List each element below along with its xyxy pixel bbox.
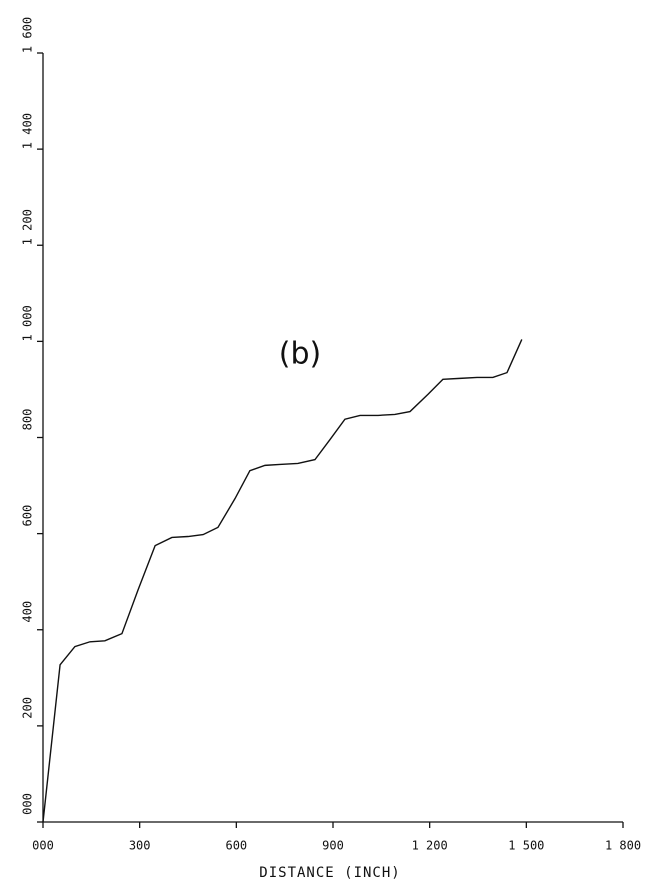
- y-tick-label: 000: [21, 793, 35, 815]
- annotation: (b): [279, 337, 321, 372]
- y-tick-label: 200: [21, 697, 35, 719]
- data-line: [42, 339, 523, 823]
- y-tick-label: 1 600: [21, 17, 35, 53]
- y-tick-label: 1 400: [21, 113, 35, 149]
- y-tick-label: 1 000: [21, 305, 35, 341]
- x-tick-label: 000: [32, 839, 54, 853]
- y-tick-label: 1 200: [21, 209, 35, 245]
- y-tick-label: 400: [21, 601, 35, 623]
- y-tick-label: 800: [21, 409, 35, 431]
- x-tick-label: 600: [225, 839, 247, 853]
- x-tick-label: 1 800: [605, 839, 641, 853]
- x-tick-label: 900: [322, 839, 344, 853]
- y-tick-label: 600: [21, 505, 35, 527]
- x-tick-label: 1 500: [508, 839, 544, 853]
- x-tick-label: 1 200: [412, 839, 448, 853]
- x-axis-title: DISTANCE (INCH): [259, 865, 400, 881]
- x-tick-label: 300: [129, 839, 151, 853]
